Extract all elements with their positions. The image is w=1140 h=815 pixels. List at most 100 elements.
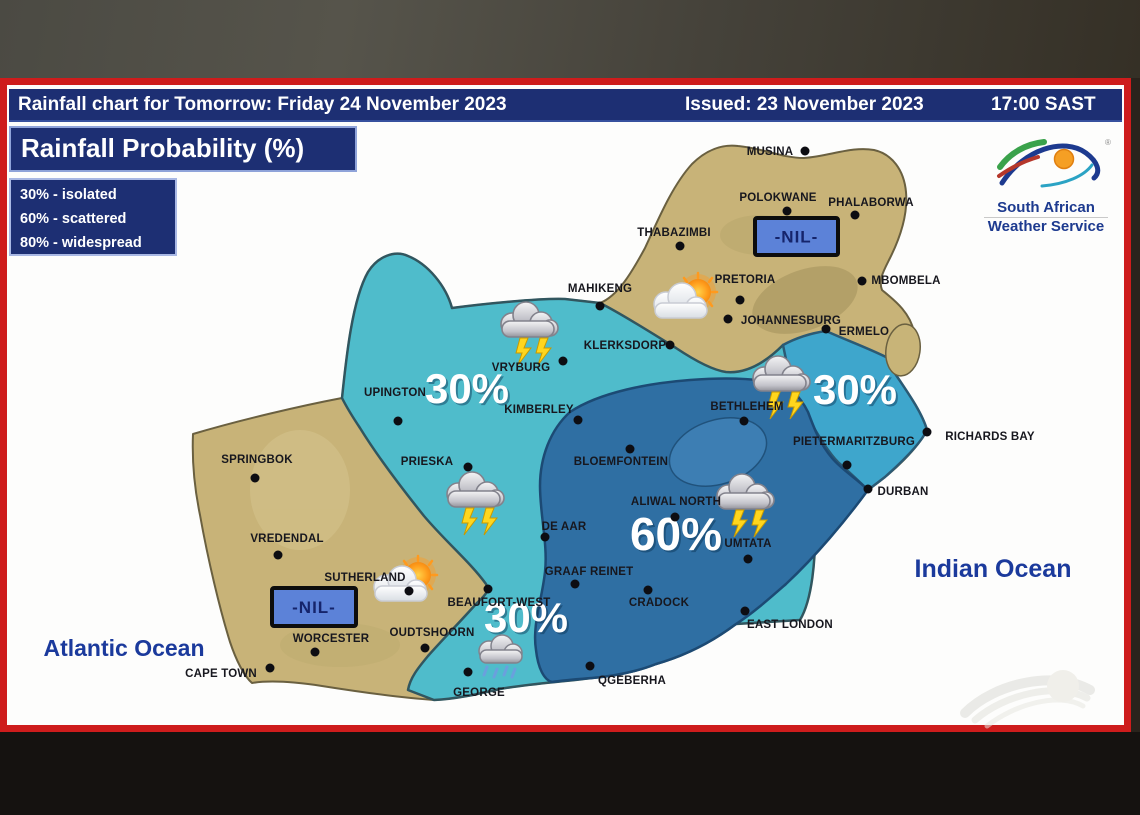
legend-item-30: 30% - isolated <box>20 187 117 203</box>
city-dot-polokwane <box>782 206 792 216</box>
city-dot-east-london <box>740 606 750 616</box>
city-label-kimberley: KIMBERLEY <box>504 404 574 416</box>
city-dot-upington <box>393 416 403 426</box>
city-dot-mbombela <box>857 276 867 286</box>
svg-text:®: ® <box>1105 138 1111 147</box>
city-label-musina: MUSINA <box>747 146 794 158</box>
desktop-background-right-edge <box>1131 78 1140 732</box>
city-dot-springbok <box>250 473 260 483</box>
city-dot-klerksdorp <box>665 340 675 350</box>
city-dot-vredendal <box>273 550 283 560</box>
city-dot-sutherland <box>404 586 414 596</box>
eswatini-region <box>885 323 921 377</box>
city-dot-qgeberha <box>585 661 595 671</box>
legend-item-80: 80% - widespread <box>20 235 142 251</box>
city-label-bethlehem: BETHLEHEM <box>710 401 783 413</box>
watermark-swoosh-icon <box>960 670 1095 729</box>
city-dot-george <box>463 667 473 677</box>
city-dot-de-aar <box>540 532 550 542</box>
zone-label-shadow: 30% <box>815 368 899 415</box>
city-dot-musina <box>800 146 810 156</box>
city-dot-umtata <box>743 554 753 564</box>
city-label-ermelo: ERMELO <box>839 326 889 338</box>
city-dot-pietermaritzburg <box>842 460 852 470</box>
city-label-phalaborwa: PHALABORWA <box>828 197 913 209</box>
city-label-aliwal-north: ALIWAL NORTH <box>631 496 721 508</box>
rainfall-probability-heading: Rainfall Probability (%) <box>9 126 357 172</box>
city-label-oudtshoorn: OUDTSHOORN <box>389 627 474 639</box>
city-label-springbok: SPRINGBOK <box>221 454 293 466</box>
city-label-johannesburg: JOHANNESBURG <box>741 315 841 327</box>
city-label-upington: UPINGTON <box>364 387 426 399</box>
city-dot-prieska <box>463 462 473 472</box>
city-dot-graaf-reinet <box>570 579 580 589</box>
city-label-thabazimbi: THABAZIMBI <box>637 227 711 239</box>
city-dot-pretoria <box>735 295 745 305</box>
city-label-worcester: WORCESTER <box>293 633 370 645</box>
ocean-label-indian-ocean: Indian Ocean <box>915 555 1072 583</box>
city-label-east-london: EAST LONDON <box>747 619 833 631</box>
city-label-mbombela: MBOMBELA <box>871 275 940 287</box>
city-label-de-aar: DE AAR <box>542 521 587 533</box>
nil-box <box>753 216 840 257</box>
city-dot-mahikeng <box>595 301 605 311</box>
nil-box-label: -NIL- <box>775 228 819 247</box>
logo-text-line1: South African <box>997 199 1095 216</box>
city-dot-bethlehem <box>739 416 749 426</box>
city-label-polokwane: POLOKWANE <box>739 192 816 204</box>
city-label-durban: DURBAN <box>877 486 928 498</box>
city-label-prieska: PRIESKA <box>401 456 454 468</box>
city-label-graaf-reinet: GRAAF REINET <box>545 566 634 578</box>
logo-divider <box>984 217 1108 218</box>
city-dot-worcester <box>310 647 320 657</box>
desktop-background-top <box>0 0 1140 79</box>
issued-date: Issued: 23 November 2023 <box>685 94 924 115</box>
city-label-umtata: UMTATA <box>724 538 771 550</box>
city-dot-ermelo <box>821 324 831 334</box>
city-label-vryburg: VRYBURG <box>492 362 550 374</box>
city-label-richards-bay: RICHARDS BAY <box>945 431 1035 443</box>
city-label-qgeberha: QGEBERHA <box>598 675 666 687</box>
zone-label-shadow: 30% <box>427 367 511 414</box>
saws-logo: ® South African Weather Service <box>972 131 1120 235</box>
nil-box <box>270 586 358 628</box>
city-label-pretoria: PRETORIA <box>715 274 776 286</box>
zone-60 <box>533 377 870 684</box>
city-dot-thabazimbi <box>675 241 685 251</box>
weather-slide: Rainfall chart for Tomorrow: Friday 24 N… <box>0 78 1131 732</box>
city-label-mahikeng: MAHIKENG <box>568 283 632 295</box>
city-label-vredendal: VREDENDAL <box>250 533 323 545</box>
city-label-pietermaritzburg: PIETERMARITZBURG <box>793 436 915 448</box>
city-label-bloemfontein: BLOEMFONTEIN <box>574 456 668 468</box>
land-texture <box>250 215 858 667</box>
city-dot-oudtshoorn <box>420 643 430 653</box>
desktop-background-bottom <box>0 732 1140 815</box>
nil-box-label: -NIL- <box>292 598 336 617</box>
city-label-klerksdorp: KLERKSDORP <box>584 340 667 352</box>
zone-label: 30% <box>813 366 897 413</box>
nil-boxes: -NIL- -NIL- <box>270 216 840 628</box>
logo-text-line2: Weather Service <box>987 218 1105 235</box>
city-label-beaufort-west: BEAUFORT-WEST <box>448 597 551 609</box>
city-markers: MUSINA POLOKWANE PHALABORWA THABAZIMBI PRETO… <box>185 146 1035 699</box>
lesotho-region <box>668 417 768 487</box>
city-dot-johannesburg <box>723 314 733 324</box>
city-dot-beaufort-west <box>483 584 493 594</box>
ocean-labels: Atlantic Ocean Indian Ocean <box>43 555 1071 661</box>
ocean-label-atlantic-ocean: Atlantic Ocean <box>43 635 204 661</box>
title-bar: Rainfall chart for Tomorrow: Friday 24 N… <box>9 89 1122 122</box>
city-dot-cradock <box>643 585 653 595</box>
zone-labels: 30%30% 30%30%60%60%30%30% <box>425 365 899 643</box>
city-dot-bloemfontein <box>625 444 635 454</box>
zone-label-shadow: 30% <box>486 596 570 643</box>
city-dot-durban <box>863 484 873 494</box>
page-title: Rainfall chart for Tomorrow: Friday 24 N… <box>18 94 507 115</box>
city-label-cape-town: CAPE TOWN <box>185 668 257 680</box>
legend-item-60: 60% - scattered <box>20 211 127 227</box>
zone-label: 30% <box>425 365 509 412</box>
city-label-cradock: CRADOCK <box>629 597 690 609</box>
saws-logo-swoosh-icon: ® <box>997 138 1111 188</box>
legend-box: 30% - isolated 60% - scattered 80% - wid… <box>9 178 177 256</box>
